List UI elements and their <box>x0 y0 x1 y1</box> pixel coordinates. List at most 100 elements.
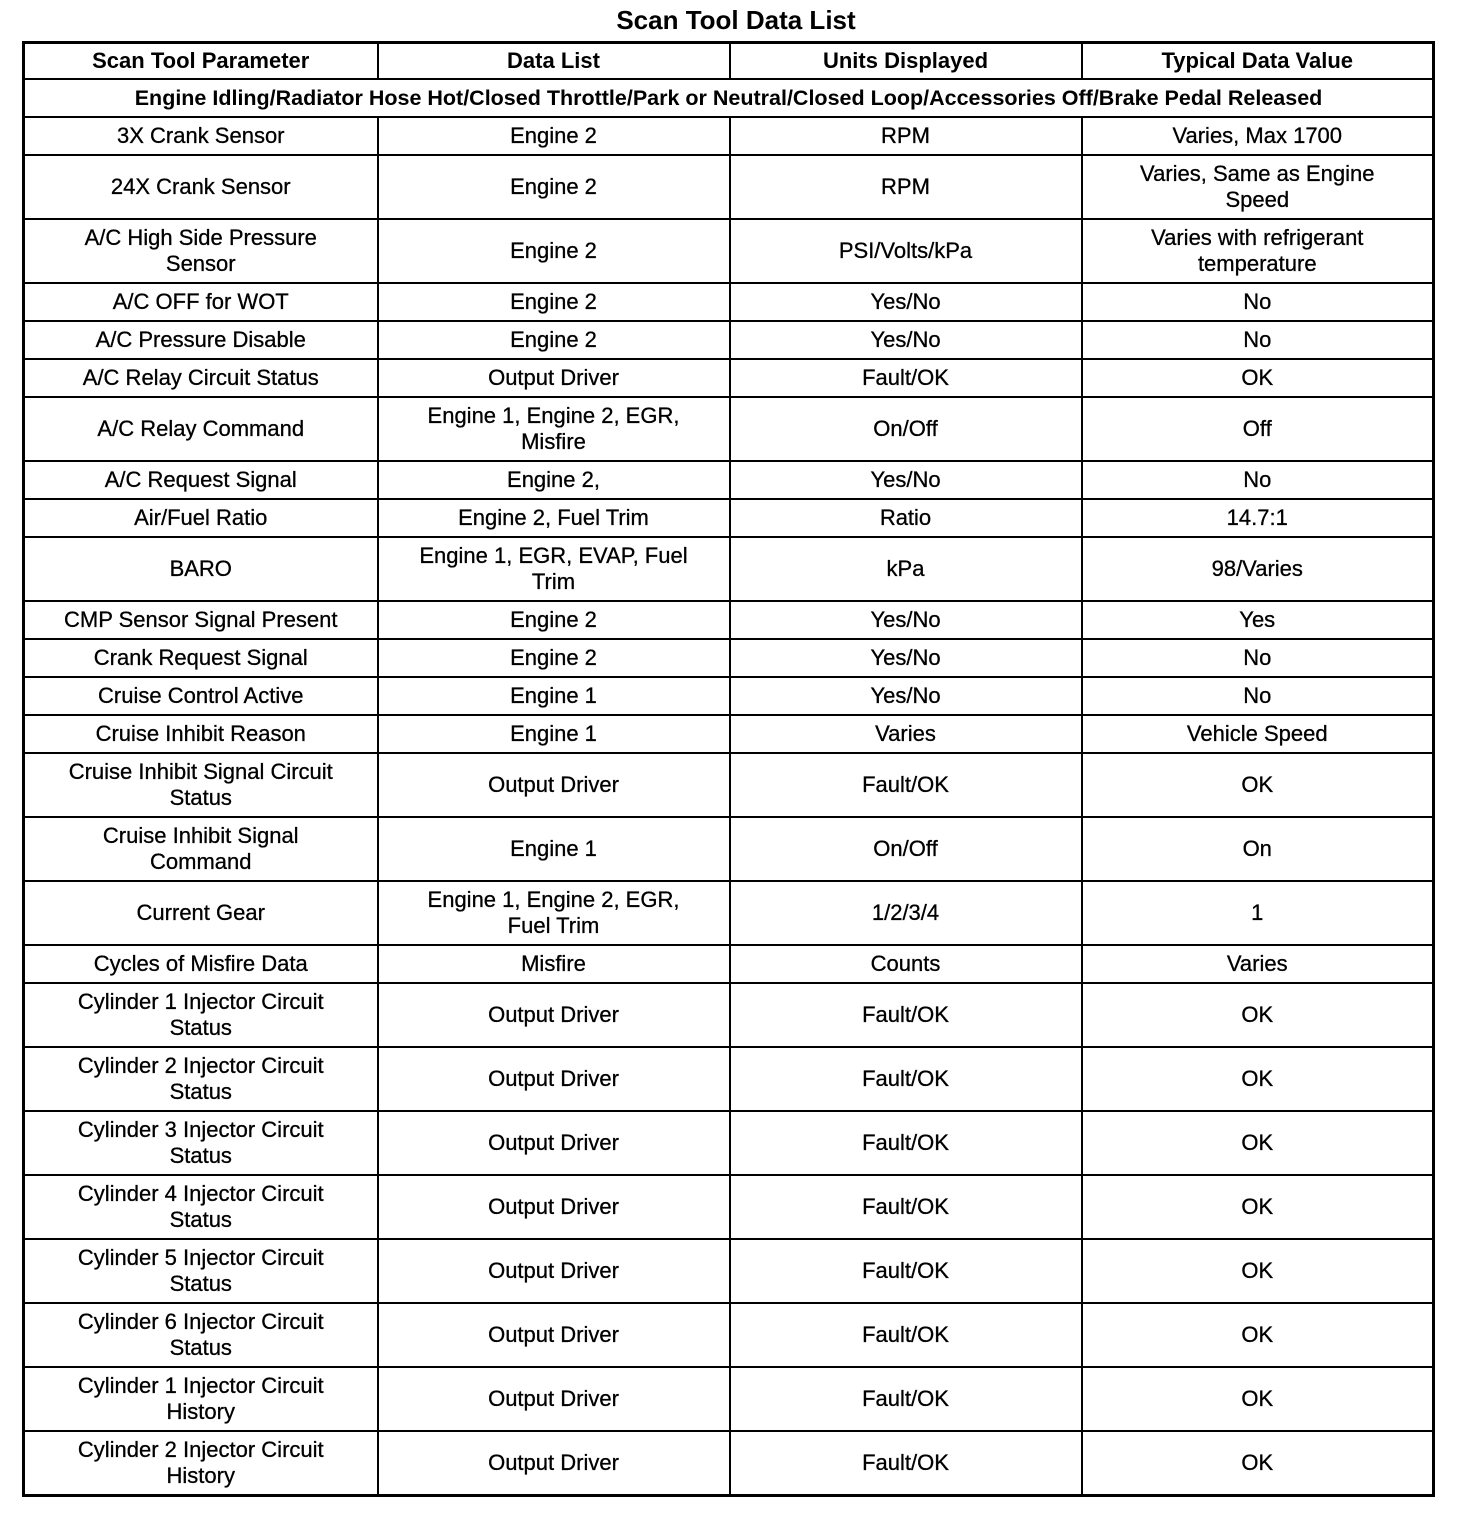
table-row: A/C Relay Command Engine 1, Engine 2, EGR… <box>22 396 1435 462</box>
table-cell: No <box>1080 638 1435 678</box>
table-cell: 98/Varies <box>1080 536 1435 602</box>
table-cell: RPM <box>728 116 1083 156</box>
table-cell: No <box>1080 320 1435 360</box>
table-row: Cylinder 2 Injector Circuit History Outpu… <box>22 1430 1435 1497</box>
table-cell: Cruise Inhibit Signal Circuit Status <box>22 752 379 818</box>
table-cell: A/C OFF for WOT <box>22 282 379 322</box>
table-cell: Engine 2 <box>376 600 731 640</box>
table-row: A/C Pressure Disable Engine 2 Yes/No No <box>22 320 1435 360</box>
table-cell: OK <box>1080 358 1435 398</box>
table-cell: Engine 2 <box>376 218 731 284</box>
table-row: A/C High Side Pressure Sensor Engine 2 PSI… <box>22 218 1435 284</box>
table-cell: OK <box>1080 1238 1435 1304</box>
table-cell: Air/Fuel Ratio <box>22 498 379 538</box>
column-header: Typical Data Value <box>1080 41 1435 80</box>
table-cell: BARO <box>22 536 379 602</box>
table-row: Cruise Inhibit Reason Engine 1 Varies Vehic… <box>22 714 1435 754</box>
table-cell: A/C High Side Pressure Sensor <box>22 218 379 284</box>
header-row: Scan Tool Parameter Data List Units Displa… <box>22 41 1435 80</box>
column-header: Data List <box>376 41 731 80</box>
table-row: A/C Relay Circuit Status Output Driver Fau… <box>22 358 1435 398</box>
table-cell: Output Driver <box>376 1110 731 1176</box>
table-row: 24X Crank Sensor Engine 2 RPM Varies, Same … <box>22 154 1435 220</box>
table-cell: Fault/OK <box>728 982 1083 1048</box>
table-cell: Cylinder 4 Injector Circuit Status <box>22 1174 379 1240</box>
table-cell: Engine 1, Engine 2, EGR, Misfire <box>376 396 731 462</box>
table-cell: Cylinder 2 Injector Circuit Status <box>22 1046 379 1112</box>
table-cell: Fault/OK <box>728 1366 1083 1432</box>
table-cell: A/C Request Signal <box>22 460 379 500</box>
table-cell: Fault/OK <box>728 1046 1083 1112</box>
table-cell: Output Driver <box>376 1046 731 1112</box>
table-row: Cylinder 2 Injector Circuit Status Output… <box>22 1046 1435 1112</box>
table-row: A/C OFF for WOT Engine 2 Yes/No No <box>22 282 1435 322</box>
table-cell: Cruise Control Active <box>22 676 379 716</box>
table-cell: OK <box>1080 1046 1435 1112</box>
table-cell: Varies with refrigerant temperature <box>1080 218 1435 284</box>
table-cell: No <box>1080 282 1435 322</box>
table-cell: OK <box>1080 1302 1435 1368</box>
table-cell: Output Driver <box>376 1238 731 1304</box>
table-cell: kPa <box>728 536 1083 602</box>
table-cell: 3X Crank Sensor <box>22 116 379 156</box>
table-cell: Cruise Inhibit Reason <box>22 714 379 754</box>
table-cell: RPM <box>728 154 1083 220</box>
table-cell: Cylinder 3 Injector Circuit Status <box>22 1110 379 1176</box>
table-cell: OK <box>1080 982 1435 1048</box>
table-cell: Yes <box>1080 600 1435 640</box>
table-cell: Engine 1 <box>376 816 731 882</box>
table-cell: Output Driver <box>376 1174 731 1240</box>
table-row: Air/Fuel Ratio Engine 2, Fuel Trim Ratio 14… <box>22 498 1435 538</box>
table-cell: Counts <box>728 944 1083 984</box>
table-cell: Yes/No <box>728 676 1083 716</box>
table-cell: Yes/No <box>728 282 1083 322</box>
table-cell: A/C Pressure Disable <box>22 320 379 360</box>
table-row: Cylinder 3 Injector Circuit Status Output… <box>22 1110 1435 1176</box>
table-cell: Engine 2 <box>376 638 731 678</box>
table-row: Cruise Control Active Engine 1 Yes/No No <box>22 676 1435 716</box>
table-row: Cylinder 6 Injector Circuit Status Output… <box>22 1302 1435 1368</box>
table-row: Cylinder 5 Injector Circuit Status Output… <box>22 1238 1435 1304</box>
table-cell: Yes/No <box>728 460 1083 500</box>
table-cell: Cylinder 1 Injector Circuit Status <box>22 982 379 1048</box>
table-cell: 1/2/3/4 <box>728 880 1083 946</box>
table-row: A/C Request Signal Engine 2, Yes/No No <box>22 460 1435 500</box>
table-cell: OK <box>1080 752 1435 818</box>
table-body: Engine Idling/Radiator Hose Hot/Closed T… <box>22 78 1435 1497</box>
table-cell: Fault/OK <box>728 752 1083 818</box>
table-cell: OK <box>1080 1110 1435 1176</box>
table-cell: Cylinder 6 Injector Circuit Status <box>22 1302 379 1368</box>
column-header: Units Displayed <box>728 41 1083 80</box>
table-row: CMP Sensor Signal Present Engine 2 Yes/No Y… <box>22 600 1435 640</box>
table-cell: CMP Sensor Signal Present <box>22 600 379 640</box>
table-cell: Fault/OK <box>728 1238 1083 1304</box>
table-row: BARO Engine 1, EGR, EVAP, Fuel Trim kPa 98/… <box>22 536 1435 602</box>
table-cell: Vehicle Speed <box>1080 714 1435 754</box>
table-cell: Output Driver <box>376 752 731 818</box>
table-cell: Engine 1, EGR, EVAP, Fuel Trim <box>376 536 731 602</box>
table-cell: Fault/OK <box>728 1430 1083 1497</box>
table-cell: Yes/No <box>728 320 1083 360</box>
table-cell: Engine 1, Engine 2, EGR, Fuel Trim <box>376 880 731 946</box>
table-row: Cruise Inhibit Signal Circuit Status Outp… <box>22 752 1435 818</box>
table-cell: Output Driver <box>376 1366 731 1432</box>
table-cell: OK <box>1080 1366 1435 1432</box>
table-row: Cylinder 1 Injector Circuit History Outpu… <box>22 1366 1435 1432</box>
table-cell: 1 <box>1080 880 1435 946</box>
table-row: Cylinder 4 Injector Circuit Status Output… <box>22 1174 1435 1240</box>
table-cell: Fault/OK <box>728 358 1083 398</box>
table-cell: 14.7:1 <box>1080 498 1435 538</box>
condition-row: Engine Idling/Radiator Hose Hot/Closed T… <box>22 78 1435 118</box>
table-cell: Engine 1 <box>376 676 731 716</box>
table-cell: On <box>1080 816 1435 882</box>
table-row: Cylinder 1 Injector Circuit Status Output… <box>22 982 1435 1048</box>
table-cell: A/C Relay Circuit Status <box>22 358 379 398</box>
column-header: Scan Tool Parameter <box>22 41 379 80</box>
table-cell: Output Driver <box>376 358 731 398</box>
table-cell: Cylinder 5 Injector Circuit Status <box>22 1238 379 1304</box>
table-cell: Output Driver <box>376 1430 731 1497</box>
table-cell: Varies <box>728 714 1083 754</box>
table-row: Crank Request Signal Engine 2 Yes/No No <box>22 638 1435 678</box>
table-cell: 24X Crank Sensor <box>22 154 379 220</box>
